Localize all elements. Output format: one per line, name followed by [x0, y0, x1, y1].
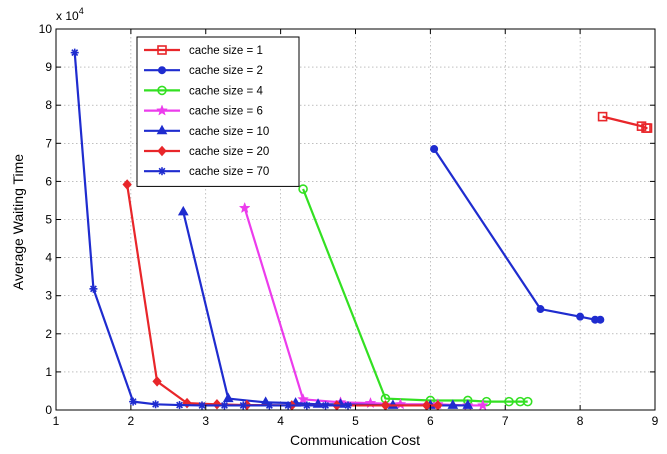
- legend-label: cache size = 6: [189, 106, 263, 118]
- y-multiplier-label: x 104: [56, 6, 84, 23]
- x-tick-label: 9: [652, 414, 659, 428]
- data-point: [284, 401, 293, 410]
- y-tick-label: 9: [45, 60, 52, 74]
- data-point: [302, 401, 311, 410]
- data-point: [596, 315, 605, 324]
- data-point: [265, 401, 274, 410]
- legend-item: cache size = 10: [144, 124, 269, 138]
- data-point: [89, 284, 98, 293]
- data-point: [642, 123, 653, 133]
- legend-item: cache size = 2: [144, 65, 263, 77]
- data-point: [576, 312, 585, 321]
- x-axis-label: Communication Cost: [290, 432, 420, 448]
- legend-label: cache size = 2: [189, 65, 263, 77]
- y-tick-label: 3: [45, 289, 52, 303]
- data-point: [175, 401, 184, 410]
- marker-triangle: [156, 124, 168, 135]
- y-tick-label: 4: [45, 251, 52, 265]
- y-tick-label: 6: [45, 174, 52, 188]
- series-cache-size-70: [70, 48, 353, 410]
- legend-item: cache size = 4: [144, 85, 263, 97]
- y-tick-label: 8: [45, 98, 52, 112]
- marker-diamond: [157, 145, 167, 157]
- legend-item: cache size = 1: [144, 45, 263, 57]
- y-axis-label: Average Waiting Time: [10, 154, 26, 290]
- data-point: [238, 201, 251, 214]
- x-tick-label: 2: [128, 414, 135, 428]
- data-point: [297, 393, 309, 405]
- y-tick-label: 10: [39, 22, 53, 36]
- legend-label: cache size = 1: [189, 45, 263, 57]
- data-point: [321, 401, 330, 410]
- x-tick-label: 7: [502, 414, 509, 428]
- legend-label: cache size = 10: [189, 126, 269, 138]
- data-point: [298, 184, 308, 194]
- data-point: [597, 111, 608, 122]
- x-tick-label: 8: [577, 414, 584, 428]
- legend-item: cache size = 20: [144, 145, 269, 158]
- marker-dot: [158, 66, 166, 75]
- legend-label: cache size = 4: [189, 85, 263, 97]
- legend: cache size = 1 cache size = 2 cache size =…: [136, 36, 300, 187]
- marker-circle: [157, 85, 167, 96]
- data-point: [430, 145, 439, 154]
- series-cache-size-10: [177, 205, 474, 409]
- data-point: [152, 376, 162, 387]
- series-cache-size-1: [597, 111, 653, 133]
- legend-label: cache size = 20: [189, 146, 269, 158]
- data-point: [122, 179, 132, 190]
- data-point: [476, 399, 489, 411]
- data-point: [212, 399, 222, 410]
- marker-asterisk: [158, 167, 166, 176]
- series-line: [433, 148, 601, 321]
- data-point: [70, 48, 79, 57]
- y-tick-label: 5: [45, 213, 52, 227]
- x-tick-label: 6: [427, 414, 434, 428]
- legend-item: cache size = 6: [144, 104, 263, 118]
- x-tick-label: 3: [202, 414, 209, 428]
- series-layer: [70, 48, 653, 411]
- data-point: [220, 401, 229, 410]
- series-line: [182, 211, 468, 407]
- data-point: [129, 397, 138, 406]
- x-tick-label: 4: [277, 414, 284, 428]
- y-tick-label: 1: [45, 365, 52, 379]
- marker-star: [156, 104, 168, 116]
- data-point: [447, 399, 459, 409]
- data-point: [536, 305, 545, 314]
- series-cache-size-6: [238, 201, 489, 411]
- data-point: [504, 396, 514, 407]
- series-cache-size-2: [430, 145, 605, 324]
- y-multiplier-exponent: 4: [79, 6, 84, 16]
- data-point: [222, 392, 234, 403]
- data-point: [462, 399, 474, 409]
- series-line: [126, 184, 438, 407]
- x-tick-label: 5: [352, 414, 359, 428]
- data-point: [394, 398, 407, 410]
- data-point: [198, 401, 207, 410]
- y-tick-label: 0: [45, 403, 52, 417]
- data-point: [344, 401, 353, 410]
- x-tick-label: 1: [53, 414, 60, 428]
- series-cache-size-4: [298, 184, 533, 407]
- series-line: [302, 188, 528, 403]
- data-point: [239, 401, 248, 410]
- marker-square: [157, 45, 167, 55]
- data-point: [177, 205, 189, 216]
- data-point: [522, 396, 533, 407]
- legend-item: cache size = 70: [144, 166, 269, 178]
- y-tick-label: 7: [45, 136, 52, 150]
- series-cache-size-20: [122, 179, 443, 411]
- y-tick-label: 2: [45, 327, 52, 341]
- legend-label: cache size = 70: [189, 166, 269, 178]
- data-point: [151, 400, 160, 409]
